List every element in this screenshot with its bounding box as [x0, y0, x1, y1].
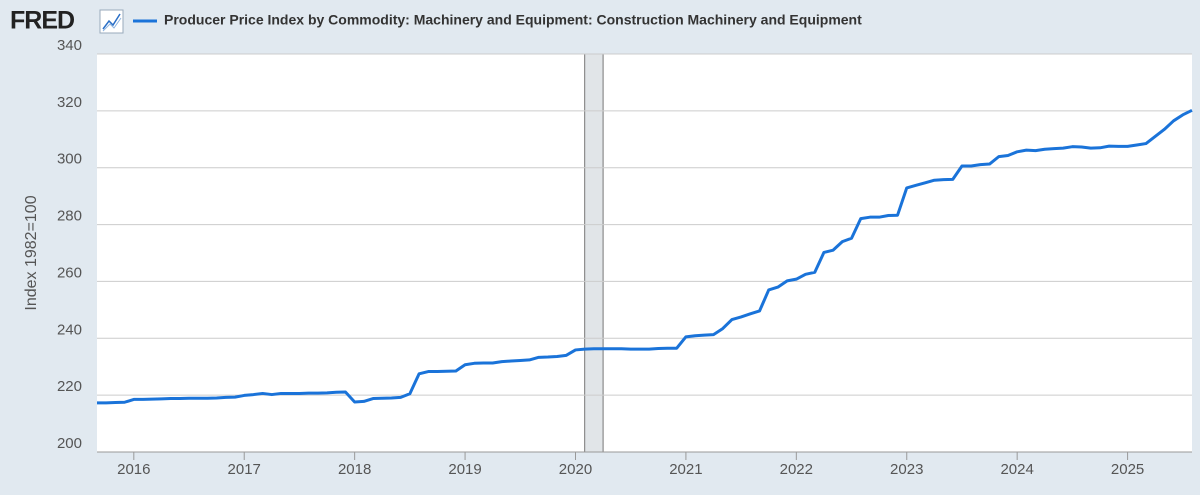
x-tick-label: 2019: [448, 461, 481, 478]
plot-area: [97, 54, 1192, 452]
x-tick-label: 2018: [338, 461, 371, 478]
y-tick-label: 280: [57, 208, 82, 225]
y-tick-label: 260: [57, 264, 82, 281]
x-tick-label: 2021: [669, 461, 702, 478]
x-tick-label: 2016: [117, 461, 150, 478]
y-tick-label: 300: [57, 151, 82, 168]
x-tick-label: 2023: [890, 461, 923, 478]
x-tick-label: 2025: [1111, 461, 1144, 478]
series-line: [97, 108, 1193, 405]
recession-shade: [584, 53, 604, 453]
x-tick-label: 2022: [780, 461, 813, 478]
y-tick-label: 240: [57, 321, 82, 338]
y-axis-label: Index 1982=100: [23, 195, 40, 310]
y-tick-label: 200: [57, 435, 82, 452]
x-tick-label: 2020: [559, 461, 592, 478]
y-tick-label: 340: [57, 37, 82, 54]
y-tick-label: 320: [57, 94, 82, 111]
logo-icon: [99, 9, 124, 34]
x-tick-label: 2017: [228, 461, 261, 478]
logo[interactable]: FRED: [10, 7, 75, 35]
y-tick-label: 220: [57, 378, 82, 395]
x-tick-label: 2024: [1000, 461, 1033, 478]
legend-label: Producer Price Index by Commodity: Machi…: [164, 12, 862, 28]
